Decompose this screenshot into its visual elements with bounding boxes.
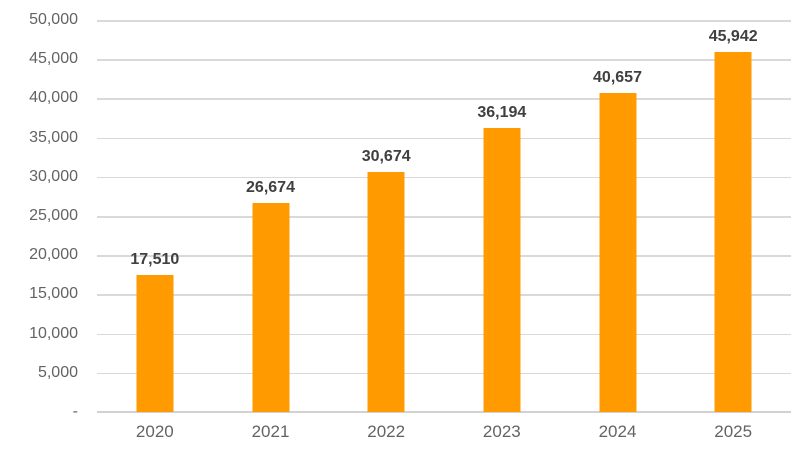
bar-group-2023: 36,194 [477, 104, 526, 412]
x-axis-tick-label: 2020 [135, 422, 174, 441]
y-axis-tick-label: 25,000 [29, 207, 78, 224]
gridline [97, 255, 791, 257]
bar-2023 [483, 128, 521, 412]
bar-value-label: 30,674 [361, 147, 411, 165]
x-axis: 2020 2021 2022 2023 2024 2025 [97, 422, 791, 448]
y-axis-tick-label: 45,000 [29, 50, 78, 68]
y-axis-tick-label: 5,000 [37, 363, 78, 381]
x-axis-line [97, 411, 791, 413]
gridline [97, 137, 791, 140]
y-axis-tick-label: 20,000 [29, 246, 78, 264]
bar-value-label: 36,194 [477, 104, 527, 122]
bar-2021 [252, 202, 289, 412]
bar-group-2025: 45,942 [709, 28, 758, 412]
bar-2024 [599, 93, 636, 412]
gridline [97, 216, 791, 218]
gridline [97, 372, 791, 375]
gridline [97, 20, 791, 22]
bar-group-2022: 30,674 [362, 148, 411, 412]
gridline [97, 98, 791, 100]
x-axis-tick-label: 2024 [598, 422, 637, 441]
plot-area: 17,510 26,674 30,674 36,194 40,657 45,942 [97, 20, 791, 413]
bar-value-label: 26,674 [246, 178, 295, 196]
y-axis-tick-label: 10,000 [29, 324, 78, 342]
gridline [97, 59, 791, 61]
gridline [97, 176, 791, 179]
gridline [97, 294, 791, 296]
bar-value-label: 45,942 [708, 27, 758, 45]
x-axis-tick-label: 2025 [714, 422, 753, 441]
gridline [97, 333, 791, 336]
y-axis-tick-label: 30,000 [29, 167, 78, 185]
bar-2022 [367, 171, 405, 412]
y-axis-tick-label: 35,000 [29, 128, 78, 146]
y-axis-tick-label: 40,000 [29, 89, 78, 107]
bar-value-label: 40,657 [593, 69, 642, 87]
y-axis-tick-label: - [72, 403, 78, 420]
bar-2025 [714, 51, 752, 412]
y-axis-tick-label: 15,000 [29, 285, 78, 303]
bar-value-label: 17,510 [130, 250, 180, 268]
bar-group-2020: 17,510 [130, 251, 179, 412]
x-axis-tick-label: 2021 [251, 422, 290, 441]
bar-group-2021: 26,674 [246, 179, 295, 412]
bar-2020 [136, 274, 174, 412]
x-axis-tick-label: 2023 [482, 422, 521, 441]
y-axis-tick-label: 50,000 [29, 11, 78, 28]
y-axis: - 5,000 10,000 15,000 20,000 25,000 30,000 35,0… [0, 11, 78, 420]
x-axis-tick-label: 2022 [367, 422, 406, 441]
bar-group-2024: 40,657 [593, 69, 642, 412]
